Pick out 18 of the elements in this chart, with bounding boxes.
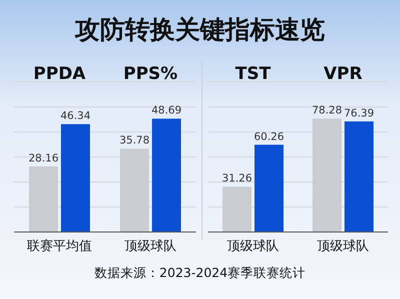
x-tick-label: PPDA [33,64,86,84]
text: 顶级球队 [227,239,279,254]
chart-title: 攻防转换关键指标速览 [74,15,325,44]
data-label: 35.78 [119,134,150,147]
data-label: 60.26 [254,130,284,143]
text: 联赛平均值 [27,238,92,254]
data-label: 48.69 [151,104,182,117]
data-label: 76.39 [344,107,374,120]
data-label: 28.16 [28,152,59,164]
data-label: 78.28 [312,104,342,117]
source-note: 数据来源：2023-2024赛季联赛统计 [94,265,306,280]
x-tick-label: TST [235,64,272,84]
x-tick-label: VPR [324,64,362,84]
data-label: 46.34 [60,110,91,122]
text: 顶级球队 [124,239,176,254]
x-tick-label: PPS% [123,64,178,84]
text: 顶级球队 [317,239,369,254]
data-label: 31.26 [222,172,252,185]
